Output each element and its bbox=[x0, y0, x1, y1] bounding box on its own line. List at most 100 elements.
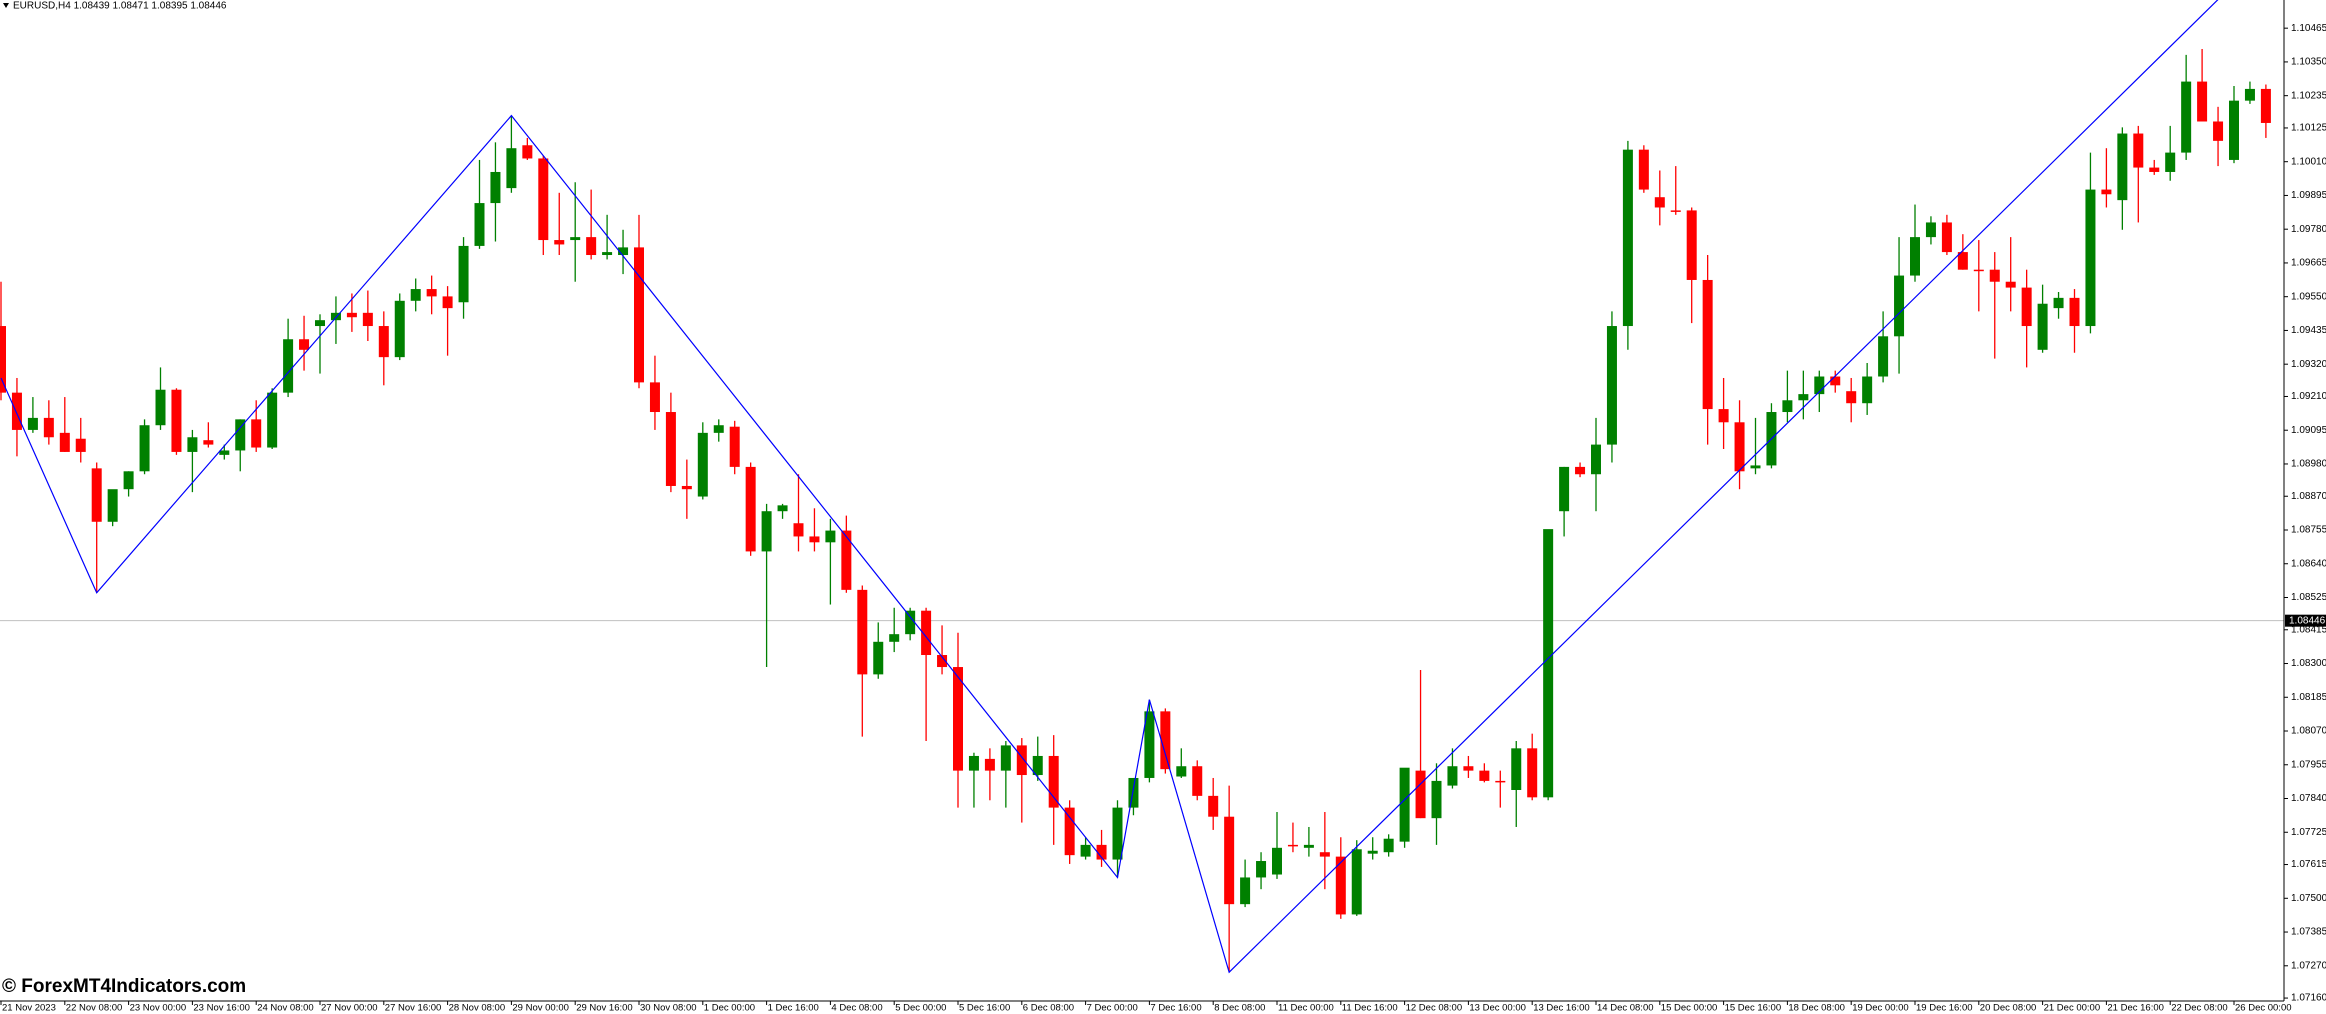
candle-body bbox=[1415, 770, 1426, 819]
y-tick-label: 1.10350 bbox=[2291, 57, 2326, 68]
candle-body bbox=[1256, 861, 1267, 878]
candle-body bbox=[506, 148, 517, 189]
candle-body bbox=[1064, 807, 1075, 856]
candle-body bbox=[2101, 189, 2112, 195]
candle-body bbox=[1431, 780, 1442, 819]
x-tick-label: 21 Dec 16:00 bbox=[2107, 1003, 2164, 1014]
x-tick-label: 21 Dec 00:00 bbox=[2044, 1003, 2101, 1014]
candle-body bbox=[2133, 133, 2144, 168]
candle-body bbox=[649, 382, 660, 413]
y-tick-label: 1.09550 bbox=[2291, 291, 2326, 302]
candle-body bbox=[2181, 81, 2192, 153]
header-icon bbox=[3, 3, 9, 8]
candle-body bbox=[1511, 748, 1522, 791]
x-tick-label: 4 Dec 08:00 bbox=[831, 1003, 882, 1014]
candle-body bbox=[713, 425, 724, 433]
candle-body bbox=[2085, 189, 2096, 327]
x-tick-label: 29 Nov 16:00 bbox=[576, 1003, 633, 1014]
watermark: © ForexMT4Indicators.com bbox=[2, 976, 246, 997]
candle-body bbox=[570, 237, 581, 241]
x-tick-label: 11 Dec 16:00 bbox=[1342, 1003, 1398, 1014]
candle-body bbox=[2165, 152, 2176, 172]
candle-body bbox=[123, 471, 134, 490]
candle-body bbox=[1128, 777, 1139, 808]
candle-body bbox=[921, 610, 932, 656]
candle-body bbox=[1272, 847, 1282, 875]
y-tick-label: 1.09095 bbox=[2291, 425, 2326, 436]
candle-body bbox=[841, 530, 852, 590]
candle-body bbox=[634, 247, 644, 383]
candle-body bbox=[1941, 222, 1952, 253]
candle-body bbox=[299, 339, 310, 350]
candle-body bbox=[59, 432, 70, 452]
candle-body bbox=[1910, 237, 1920, 276]
candle-body bbox=[1862, 376, 1873, 404]
candle-body bbox=[219, 450, 230, 455]
candle-body bbox=[267, 392, 278, 448]
y-tick-label: 1.08185 bbox=[2291, 692, 2326, 703]
y-tick-label: 1.07840 bbox=[2291, 793, 2326, 804]
plot-area bbox=[0, 0, 2284, 974]
candle-body bbox=[1798, 394, 1809, 401]
candle-body bbox=[155, 389, 166, 426]
candle-body bbox=[809, 536, 820, 543]
x-tick-label: 29 Nov 00:00 bbox=[512, 1003, 569, 1014]
candle-body bbox=[1575, 466, 1586, 475]
x-tick-label: 27 Nov 00:00 bbox=[321, 1003, 378, 1014]
candle-body bbox=[968, 755, 979, 771]
x-tick-label: 27 Nov 16:00 bbox=[385, 1003, 442, 1014]
candle-body bbox=[1144, 711, 1155, 778]
candle-body bbox=[745, 466, 756, 552]
x-tick-label: 6 Dec 08:00 bbox=[1023, 1003, 1074, 1014]
y-tick-label: 1.09895 bbox=[2291, 190, 2326, 201]
candle-body bbox=[1718, 409, 1729, 423]
candle-body bbox=[1176, 766, 1187, 777]
candle-body bbox=[1702, 279, 1713, 410]
candle-body bbox=[203, 440, 214, 445]
candle-body bbox=[362, 312, 373, 327]
candle-body bbox=[1878, 336, 1889, 377]
y-tick-label: 1.10235 bbox=[2291, 90, 2326, 101]
y-tick-label: 1.10465 bbox=[2291, 23, 2326, 34]
candle-body bbox=[0, 326, 6, 393]
candle-body bbox=[394, 300, 405, 358]
candle-body bbox=[2069, 297, 2080, 327]
candle-body bbox=[602, 252, 613, 256]
y-tick-label: 1.07270 bbox=[2291, 960, 2326, 971]
x-tick-label: 30 Nov 08:00 bbox=[640, 1003, 697, 1014]
y-tick-label: 1.08415 bbox=[2291, 624, 2326, 635]
candle-body bbox=[984, 758, 995, 771]
y-tick-label: 1.07725 bbox=[2291, 827, 2326, 838]
candle-body bbox=[1957, 252, 1968, 270]
candle-body bbox=[1335, 856, 1346, 915]
candle-body bbox=[11, 392, 22, 430]
y-tick-label: 1.10010 bbox=[2291, 156, 2326, 167]
candle-body bbox=[889, 634, 900, 642]
candle-body bbox=[1463, 766, 1474, 771]
y-tick-label: 1.08870 bbox=[2291, 491, 2326, 502]
y-tick-label: 1.09435 bbox=[2291, 325, 2326, 336]
candle-body bbox=[1989, 269, 2000, 282]
x-tick-label: 19 Dec 00:00 bbox=[1852, 1003, 1909, 1014]
candle-body bbox=[1000, 745, 1011, 771]
y-tick-label: 1.08300 bbox=[2291, 658, 2326, 669]
candle-body bbox=[1032, 755, 1043, 776]
x-tick-label: 15 Dec 00:00 bbox=[1661, 1003, 1718, 1014]
candle-body bbox=[953, 667, 963, 771]
candle-body bbox=[522, 145, 533, 159]
candle-body bbox=[1543, 529, 1554, 798]
candle-body bbox=[1224, 816, 1235, 905]
candle-body bbox=[27, 417, 38, 430]
x-tick-label: 1 Dec 00:00 bbox=[704, 1003, 755, 1014]
candle-body bbox=[618, 247, 629, 256]
chart-title: EURUSD,H4 1.08439 1.08471 1.08395 1.0844… bbox=[13, 1, 227, 12]
y-tick-label: 1.09210 bbox=[2291, 391, 2326, 402]
candle-body bbox=[1399, 767, 1410, 842]
candle-body bbox=[937, 655, 948, 668]
candle-body bbox=[1351, 849, 1362, 915]
x-tick-label: 8 Dec 08:00 bbox=[1214, 1003, 1265, 1014]
x-tick-label: 22 Nov 08:00 bbox=[66, 1003, 123, 1014]
candle-body bbox=[1622, 149, 1633, 327]
candle-body bbox=[1048, 755, 1059, 808]
